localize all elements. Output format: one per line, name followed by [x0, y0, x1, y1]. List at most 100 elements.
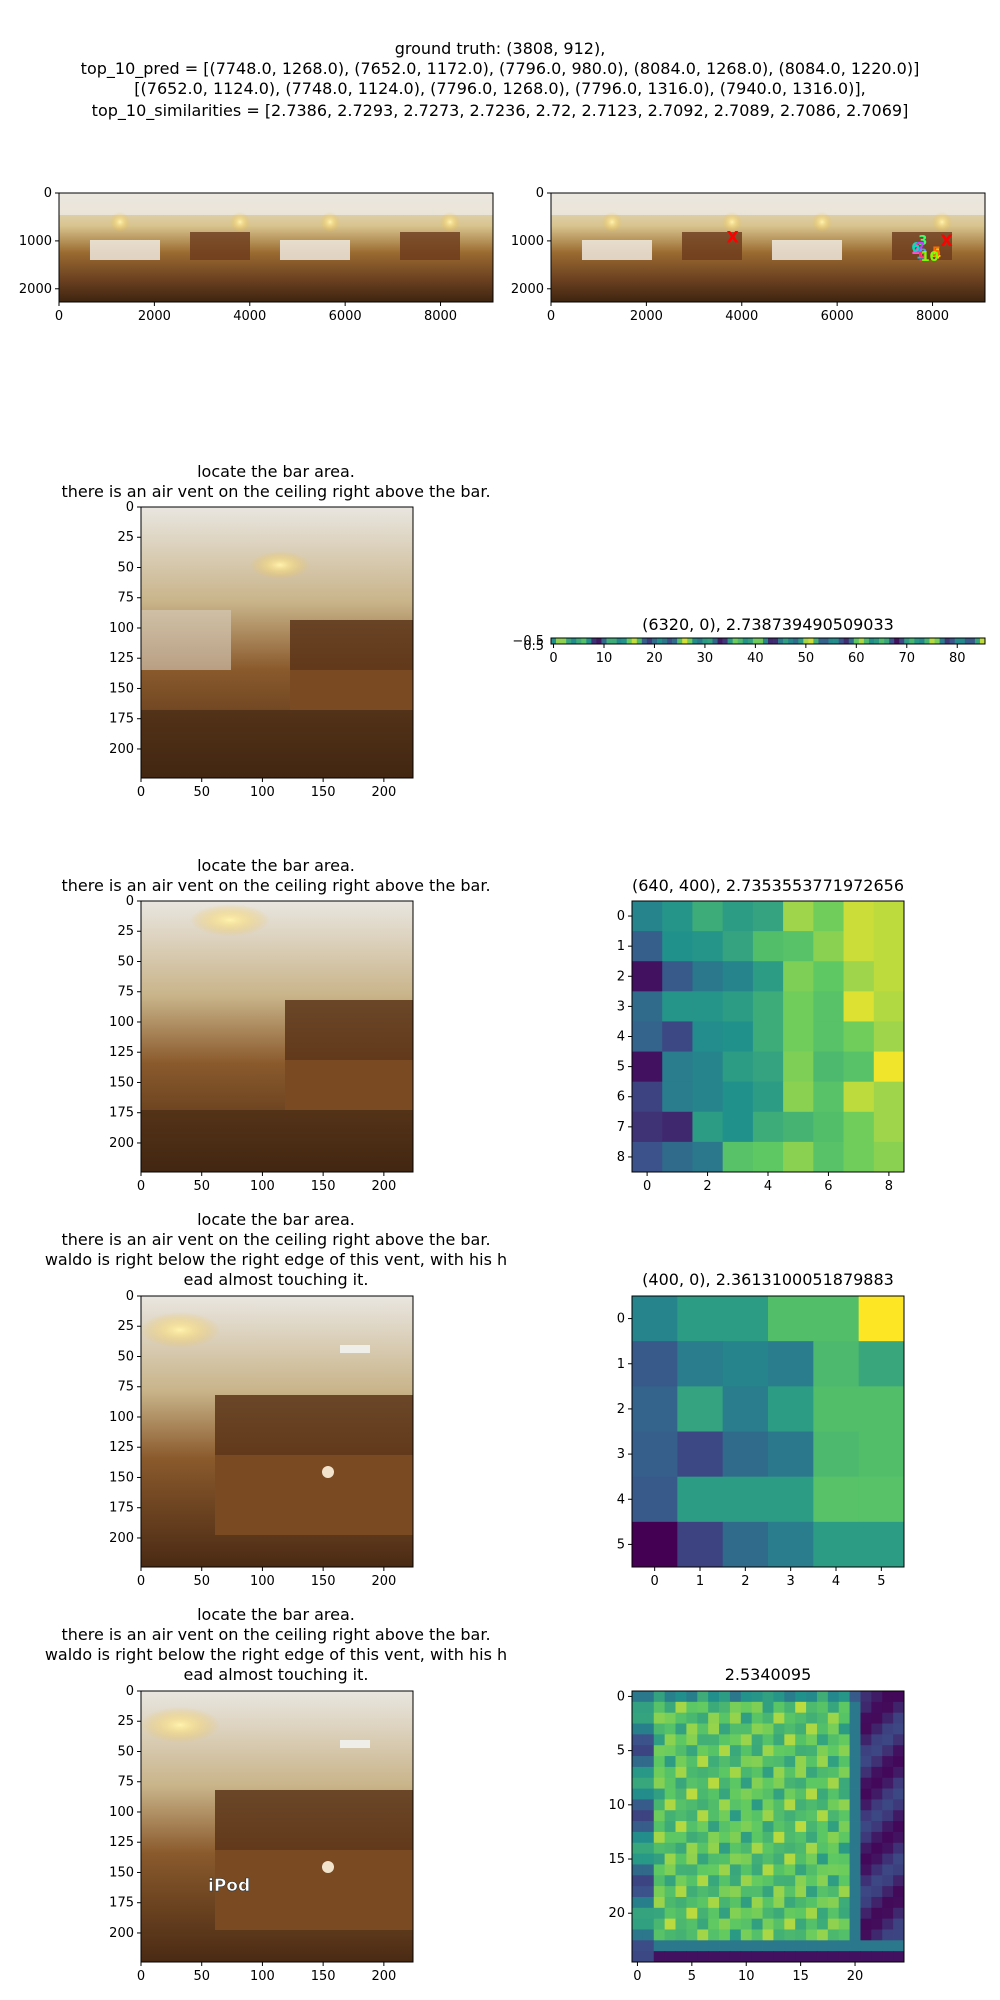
heatmap-cell [664, 1777, 676, 1789]
heatmap-cell [783, 638, 789, 644]
xtick-label: 0 [651, 1574, 659, 1589]
heatmap-cell [664, 1701, 676, 1714]
ytick-label: 3 [617, 999, 625, 1014]
heatmap-cell [752, 931, 784, 962]
heatmap-cell [860, 1691, 872, 1703]
ytick-label: 8 [617, 1150, 625, 1165]
heatmap-cell [719, 1701, 731, 1714]
heatmap-cell [727, 638, 733, 644]
heatmap-cell [740, 1788, 753, 1800]
heatmap-cell [816, 1788, 829, 1800]
heatmap-cell [642, 1756, 655, 1768]
heatmap-cell [752, 1081, 784, 1113]
heatmap-cell [757, 638, 764, 644]
heatmap-cell [816, 1918, 829, 1930]
prediction-marker: 9 [918, 250, 927, 265]
heatmap-cell [762, 1864, 774, 1876]
heatmap-cell [784, 1896, 796, 1909]
heatmap-cell [795, 1799, 807, 1811]
ytick-label: 5 [617, 1744, 625, 1759]
heatmap-cell [747, 638, 754, 644]
heatmap-cell [740, 1691, 753, 1703]
heatmap-cell [708, 1745, 720, 1757]
panel-4-frame [550, 637, 986, 645]
heatmap-cell [816, 1896, 829, 1909]
heatmap-cell [719, 1734, 731, 1746]
ytick-label: 75 [117, 985, 134, 1000]
heatmap-cell [632, 1951, 644, 1963]
heatmap-cell [686, 1864, 698, 1876]
heatmap-cell [849, 1745, 861, 1757]
panel-4-strip-heatmap: (6320, 0), 2.738739490509033 0 10 20 30 40 50… [512, 615, 986, 666]
panel-8-title: (400, 0), 2.3613100051879883 [642, 1270, 894, 1289]
ytick-label: 175 [109, 1896, 134, 1911]
heatmap-cell [882, 1929, 894, 1941]
heatmap-cell [871, 1777, 883, 1789]
heatmap-cell [784, 1691, 796, 1703]
heatmap-cell [697, 1940, 709, 1952]
heatmap-cell [686, 1712, 698, 1724]
heatmap-cell [692, 1051, 724, 1083]
heatmap-cell [843, 1021, 875, 1052]
heatmap-cell [858, 1476, 905, 1523]
heatmap-cell [803, 638, 809, 644]
heatmap-cell [632, 1766, 644, 1779]
heatmap-cell [827, 1842, 840, 1854]
heatmap-cell [795, 1864, 807, 1876]
heatmap-cell [686, 1745, 698, 1757]
heatmap-cell [871, 1691, 883, 1703]
heatmap-cell [762, 1951, 774, 1963]
heatmap-cell [795, 1842, 807, 1854]
heatmap-cell [740, 1756, 753, 1768]
xtick-label: 6 [824, 1179, 832, 1194]
heatmap-cell [740, 1929, 753, 1941]
heatmap-cell [729, 1788, 742, 1800]
prediction-marker: 10 [921, 250, 939, 265]
xtick-label: 8000 [424, 309, 457, 324]
xtick-label: 4000 [233, 309, 266, 324]
ytick-label: 75 [117, 591, 134, 606]
xtick-label: 8000 [916, 309, 949, 324]
heatmap-cell [632, 1734, 644, 1746]
heatmap-cell [662, 931, 693, 962]
heatmap-cell [954, 638, 961, 644]
heatmap-cell [882, 1788, 894, 1800]
heatmap-cell [860, 1875, 872, 1887]
heatmap-cell [601, 638, 607, 644]
heatmap-cell [642, 1723, 655, 1735]
heatmap-cell [838, 1756, 850, 1768]
heatmap-cell [793, 638, 799, 644]
heatmap-cell [707, 638, 713, 644]
heatmap-cell [740, 1745, 753, 1757]
heatmap-cell [806, 1734, 818, 1746]
heatmap-cell [740, 1799, 753, 1811]
heatmap-cell [873, 931, 905, 962]
heatmap-cell [740, 1701, 753, 1714]
heatmap-cell [740, 1712, 753, 1724]
heatmap-cell [566, 638, 572, 644]
heatmap-cell [893, 1745, 905, 1757]
heatmap-cell [740, 1918, 753, 1930]
heatmap-cell [773, 638, 779, 644]
heatmap-cell [882, 1701, 894, 1714]
heatmap-cell [708, 1842, 720, 1854]
xtick-label: 10 [738, 1969, 755, 1984]
heatmap-cell [719, 1799, 731, 1811]
heatmap-cell [882, 1853, 894, 1865]
heatmap-cell [697, 1907, 709, 1920]
heatmap-cell [762, 1940, 774, 1952]
heatmap-cell [773, 1864, 785, 1876]
heatmap-cell [816, 1799, 829, 1811]
heatmap-9x9-cells [632, 901, 905, 1173]
panel-5-caption-1: locate the bar area. [197, 856, 355, 875]
heatmap-cell [813, 1051, 844, 1083]
heatmap-cell [697, 1756, 709, 1768]
heatmap-cell [719, 1766, 731, 1779]
heatmap-cell [795, 1810, 807, 1822]
heatmap-cell [664, 1864, 676, 1876]
heatmap-cell [893, 1929, 905, 1941]
heatmap-cell [632, 1712, 644, 1724]
heatmap-cell [827, 1766, 840, 1779]
heatmap-cell [662, 1081, 693, 1113]
heatmap-cell [784, 1723, 796, 1735]
